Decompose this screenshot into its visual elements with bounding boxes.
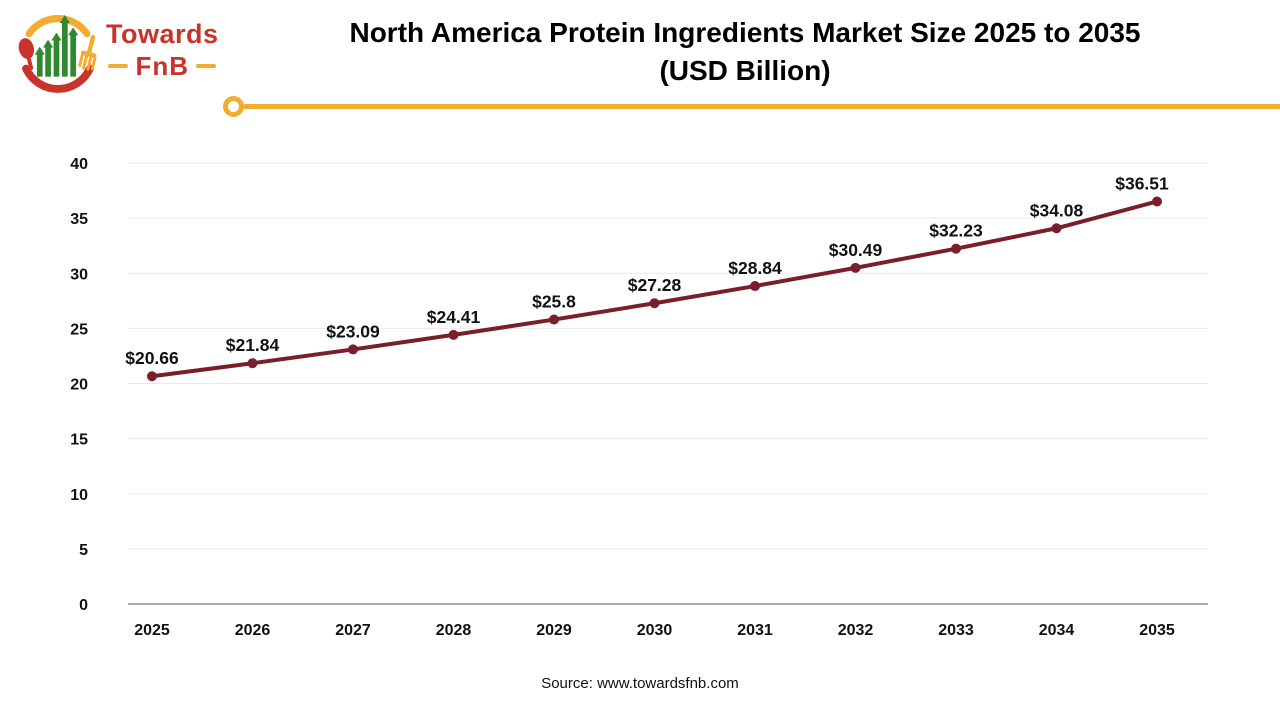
source-text: Source: www.towardsfnb.com [541,675,739,692]
data-point-2027 [348,344,358,355]
data-label-2030: $27.28 [628,275,682,295]
chart-title-line1: North America Protein Ingredients Market… [349,17,1141,48]
data-label-2025: $20.66 [125,348,179,368]
logo-brand-name: Towards [106,18,219,49]
fork-icon [78,34,97,71]
towardsfnb-logo: Towards FnB [14,8,219,96]
y-tick-label-15: 15 [70,432,88,449]
data-label-2027: $23.09 [326,321,380,341]
data-label-2032: $30.49 [829,240,883,260]
y-tick-label-5: 5 [79,542,88,559]
data-point-2035 [1152,196,1162,207]
x-tick-label-2025: 2025 [134,622,170,639]
x-tick-label-2032: 2032 [838,622,874,639]
towardsfnb-logo-icon [18,15,97,93]
data-point-2029 [549,314,559,325]
data-label-2034: $34.08 [1030,200,1084,220]
title-underline [243,104,1280,109]
logo-brand-fnb: FnB [135,50,190,81]
x-tick-label-2035: 2035 [1139,622,1175,639]
y-tick-label-35: 35 [70,211,88,228]
x-tick-label-2027: 2027 [335,622,371,639]
y-tick-label-10: 10 [70,487,88,504]
x-tick-label-2030: 2030 [637,622,673,639]
data-point-2034 [1051,223,1062,234]
x-tick-label-2026: 2026 [235,622,271,639]
x-tick-label-2029: 2029 [536,622,572,639]
data-label-2029: $25.8 [532,292,576,312]
x-tick-label-2034: 2034 [1039,622,1075,639]
y-tick-label-20: 20 [70,377,88,394]
data-label-2031: $28.84 [728,258,782,278]
data-point-2025 [147,371,157,382]
logo-right-dash [196,64,217,68]
y-tick-label-40: 40 [70,156,88,173]
y-tick-label-30: 30 [70,266,88,283]
divider-ring-icon [223,96,244,117]
chart-title-line2: (USD Billion) [659,55,831,86]
chart-title: North America Protein Ingredients Market… [250,14,1240,90]
data-point-2031 [750,281,760,292]
growth-bars-icon [34,15,79,77]
x-tick-label-2028: 2028 [436,622,472,639]
y-tick-label-0: 0 [79,597,88,614]
data-point-2032 [850,262,861,273]
data-point-2028 [448,329,459,340]
spoon-icon [18,38,35,70]
data-point-2033 [951,243,961,254]
data-label-2028: $24.41 [427,307,481,327]
data-label-2035: $36.51 [1115,173,1169,193]
data-label-2026: $21.84 [226,335,280,355]
data-label-2033: $32.23 [929,221,983,241]
x-tick-label-2033: 2033 [938,622,974,639]
y-tick-label-25: 25 [70,321,88,338]
x-tick-label-2031: 2031 [737,622,773,639]
logo-left-dash [108,64,129,68]
data-point-2026 [247,358,258,369]
data-point-2030 [649,298,660,309]
